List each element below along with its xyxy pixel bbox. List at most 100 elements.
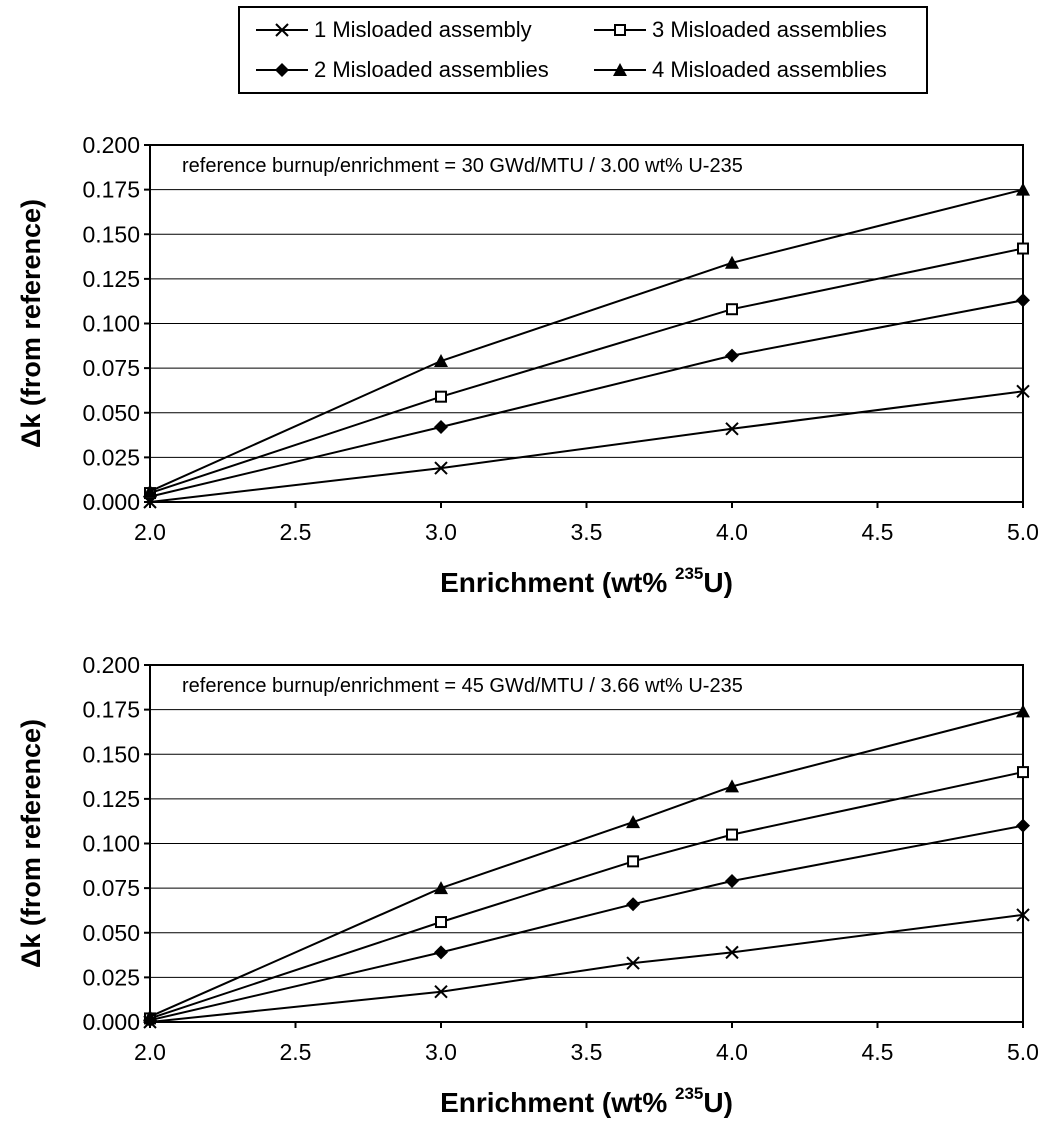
series-line xyxy=(149,824,1024,1022)
y-tick-label: 0.200 xyxy=(82,652,140,678)
data-point-x xyxy=(1016,384,1030,399)
data-point-square xyxy=(726,303,738,316)
series-x xyxy=(143,384,1030,509)
y-tick-label: 0.125 xyxy=(82,786,140,812)
data-point-triangle xyxy=(725,779,739,793)
y-tick-label: 0.150 xyxy=(82,741,140,767)
x-tick-label: 2.0 xyxy=(134,1039,166,1065)
x-tick-label: 5.0 xyxy=(1007,519,1039,545)
x-axis-label-main: Enrichment (wt% xyxy=(440,567,675,598)
data-point-x xyxy=(725,945,739,960)
x-tick-label: 3.0 xyxy=(425,519,457,545)
data-point-diamond xyxy=(1016,293,1030,308)
x-tick-label: 2.0 xyxy=(134,519,166,545)
x-stroke xyxy=(1016,384,1030,399)
data-point-diamond xyxy=(434,945,448,960)
series-line xyxy=(149,247,1024,495)
data-point-square xyxy=(726,828,738,841)
data-point-triangle xyxy=(434,881,448,895)
data-point-x xyxy=(725,422,739,436)
series-line xyxy=(149,299,1024,498)
chart-annotation: reference burnup/enrichment = 45 GWd/MTU… xyxy=(182,675,743,697)
series-diamond xyxy=(143,293,1030,504)
data-point-diamond xyxy=(725,348,739,363)
legend-label: 3 Misloaded assemblies xyxy=(652,17,887,42)
x-tick-label: 4.5 xyxy=(862,519,894,545)
data-point-diamond xyxy=(434,420,448,435)
x-axis-label-sup: 235 xyxy=(675,564,703,583)
data-point-triangle xyxy=(143,1009,157,1023)
chart-2: 0.000 0.025 0.050 0.075 0.100 0.125 0.150 0.175… xyxy=(16,652,1039,1118)
y-tick-label: 0.075 xyxy=(82,875,140,901)
x-tick-label: 4.0 xyxy=(716,519,748,545)
series-line xyxy=(149,188,1024,493)
x-axis-label-end: U) xyxy=(703,1087,733,1118)
legend-label: 4 Misloaded assemblies xyxy=(652,57,887,82)
legend-item-2-misloaded: 2 Misloaded assemblies xyxy=(254,55,549,85)
x-tick-label: 4.5 xyxy=(862,1039,894,1065)
series-x xyxy=(143,908,1030,1029)
legend-item-4-misloaded: 4 Misloaded assemblies xyxy=(592,55,887,85)
data-point-square xyxy=(435,916,447,929)
x-stroke xyxy=(725,422,739,436)
data-point-square xyxy=(627,855,640,868)
series-diamond xyxy=(143,818,1030,1028)
series-triangle xyxy=(143,182,1030,498)
legend-x-marker-icon xyxy=(256,23,308,37)
series-line xyxy=(149,390,1024,503)
data-point-square xyxy=(1017,766,1029,779)
data-point-triangle xyxy=(1016,704,1030,718)
x-tick-label: 4.0 xyxy=(716,1039,748,1065)
y-tick-label: 0.100 xyxy=(82,311,140,337)
y-axis-label: Δk (from reference) xyxy=(16,719,46,968)
x-stroke xyxy=(434,461,448,475)
legend-label: 2 Misloaded assemblies xyxy=(314,57,549,82)
data-point-triangle xyxy=(143,484,157,498)
legend-square-marker-icon xyxy=(594,24,646,36)
y-tick-label: 0.150 xyxy=(82,221,140,247)
data-point-x xyxy=(434,984,448,999)
chart-1: 0.000 0.025 0.050 0.075 0.100 0.125 0.150 0.175… xyxy=(16,132,1039,598)
y-tick-label: 0.050 xyxy=(82,920,140,946)
y-tick-label: 0.200 xyxy=(82,132,140,158)
y-tick-label: 0.000 xyxy=(82,489,140,515)
series-line xyxy=(149,913,1024,1023)
y-tick-label: 0.050 xyxy=(82,400,140,426)
y-tick-label: 0.175 xyxy=(82,697,140,723)
x-axis-label-main: Enrichment (wt% xyxy=(440,1087,675,1118)
y-tick-label: 0.075 xyxy=(82,355,140,381)
data-point-square xyxy=(1017,242,1029,255)
x-tick-label: 3.5 xyxy=(571,1039,603,1065)
data-point-triangle xyxy=(725,255,739,269)
x-tick-label: 2.5 xyxy=(280,1039,312,1065)
y-tick-label: 0.100 xyxy=(82,831,140,857)
y-tick-label: 0.000 xyxy=(82,1009,140,1035)
data-point-diamond xyxy=(626,897,641,912)
x-tick-label: 3.5 xyxy=(571,519,603,545)
data-point-triangle xyxy=(434,353,448,367)
data-point-x xyxy=(434,461,448,475)
series-triangle xyxy=(143,704,1030,1023)
legend-item-1-misloaded: 1 Misloaded assembly xyxy=(254,15,532,45)
data-point-triangle xyxy=(626,815,641,829)
data-point-diamond xyxy=(1016,818,1030,833)
series-open-square xyxy=(144,242,1029,500)
x-stroke xyxy=(434,984,448,999)
data-point-diamond xyxy=(725,873,739,888)
chart-annotation: reference burnup/enrichment = 30 GWd/MTU… xyxy=(182,155,743,177)
y-tick-label: 0.025 xyxy=(82,444,140,470)
data-point-square xyxy=(435,390,447,403)
legend-triangle-marker-icon xyxy=(594,63,646,76)
x-tick-label: 2.5 xyxy=(280,519,312,545)
x-tick-label: 5.0 xyxy=(1007,1039,1039,1065)
x-stroke xyxy=(626,956,640,970)
y-axis-label: Δk (from reference) xyxy=(16,199,46,448)
x-axis-label: Enrichment (wt% 235U) xyxy=(440,1084,733,1118)
x-axis-label-end: U) xyxy=(703,567,733,598)
y-tick-label: 0.125 xyxy=(82,266,140,292)
series-open-square xyxy=(144,766,1029,1025)
x-axis-label: Enrichment (wt% 235U) xyxy=(440,564,733,598)
x-tick-label: 3.0 xyxy=(425,1039,457,1065)
legend-label: 1 Misloaded assembly xyxy=(314,17,532,42)
